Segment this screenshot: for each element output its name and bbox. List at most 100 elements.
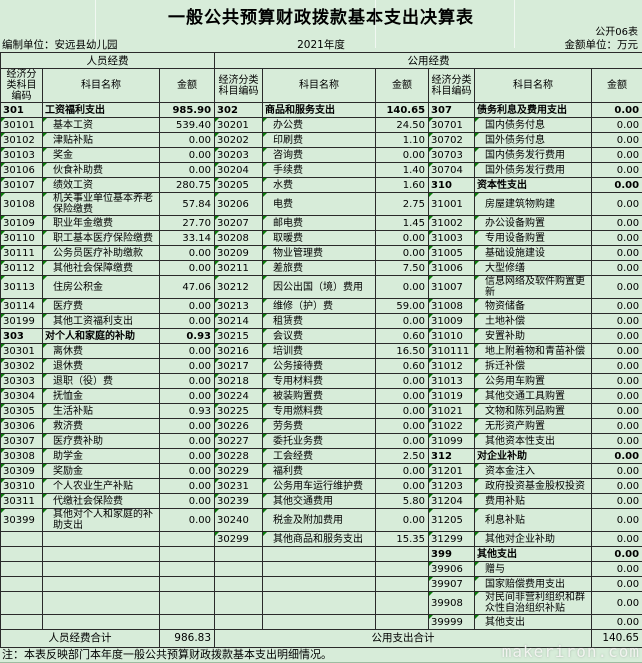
economic-class-code-cell [214, 576, 264, 592]
economic-class-code-cell [214, 614, 264, 630]
grid-ghost-line [514, 0, 515, 48]
subject-name-cell: 个人农业生产补贴 [42, 478, 160, 494]
amount-cell: 0.00 [375, 147, 430, 163]
subject-name-cell: 拆迁补偿 [474, 358, 593, 374]
amount-cell: 0.00 [591, 245, 642, 261]
amount-cell: 0.00 [375, 230, 430, 246]
amount-cell: 16.50 [375, 343, 430, 359]
economic-class-code-cell: 30299 [214, 531, 264, 547]
table-row: 30304 抚恤金 0.00 30224 被装购置费 0.00 31019 其他交通工具购置 0… [0, 388, 642, 404]
subject-name-cell: 电费 [262, 192, 377, 216]
prepared-by-label: 编制单位：安远县幼儿园 [2, 39, 118, 51]
amount-cell: 0.00 [158, 298, 216, 314]
economic-class-code-cell [214, 561, 264, 577]
amount-cell [375, 576, 430, 592]
amount-cell: 0.00 [591, 433, 642, 449]
table-row: 30106 伙食补助费 0.00 30204 手续费 1.40 30704 国外债务发行费用 0… [0, 162, 642, 178]
amount-cell: 1.45 [375, 215, 430, 231]
economic-class-code-cell: 30107 [0, 177, 43, 193]
economic-class-code-cell [0, 614, 43, 630]
subject-name-cell: 物业管理费 [262, 245, 377, 261]
amount-cell: 0.00 [591, 147, 642, 163]
amount-cell: 0.00 [591, 463, 642, 479]
economic-class-code-cell: 307 [428, 102, 476, 118]
economic-class-code-cell: 31099 [428, 433, 476, 449]
column-header: 科目名称 [262, 68, 377, 103]
amount-cell: 0.00 [591, 117, 642, 133]
economic-class-code-cell: 30308 [0, 448, 43, 464]
economic-class-code-cell [0, 576, 43, 592]
amount-cell: 0.00 [158, 245, 216, 261]
table-row: 30199 其他工资福利支出 0.00 30214 租赁费 0.00 31009 土地补偿 0.… [0, 313, 642, 329]
amount-cell: 1.40 [375, 162, 430, 178]
subject-name-cell: 公务用车运行维护费 [262, 478, 377, 494]
amount-cell: 2.75 [375, 192, 430, 216]
economic-class-code-cell: 30226 [214, 418, 264, 434]
economic-class-code-cell: 30211 [214, 260, 264, 276]
subject-name-cell: 文物和陈列品购置 [474, 403, 593, 419]
subject-name-cell: 工资福利支出 [42, 102, 160, 118]
economic-class-code-cell: 31003 [428, 230, 476, 246]
subject-name-cell: 退休费 [42, 358, 160, 374]
subject-name-cell: 公务接待费 [262, 358, 377, 374]
amount-cell: 0.00 [375, 275, 430, 299]
amount-cell: 0.00 [158, 260, 216, 276]
economic-class-code-cell: 312 [428, 448, 476, 464]
table-row: 30399 其他对个人和家庭的补助支出 0.00 30240 税金及附加费用 0.00 31… [0, 508, 642, 532]
column-header: 金额 [591, 68, 642, 103]
amount-cell: 0.00 [158, 418, 216, 434]
economic-class-code-cell: 30701 [428, 117, 476, 133]
economic-class-code-cell: 30301 [0, 343, 43, 359]
economic-class-code-cell [0, 591, 43, 615]
subject-name-cell: 其他社会保障缴费 [42, 260, 160, 276]
column-header: 经济分类科目编码 [428, 68, 476, 103]
subject-name-cell: 其他工资福利支出 [42, 313, 160, 329]
table-row: 30102 津贴补贴 0.00 30202 印刷费 1.10 30702 国外债务付息 0.00 [0, 132, 642, 148]
economic-class-code-cell: 30305 [0, 403, 43, 419]
economic-class-code-cell: 30310 [0, 478, 43, 494]
amount-cell: 0.00 [375, 478, 430, 494]
subject-name-cell: 职业年金缴费 [42, 215, 160, 231]
amount-cell: 0.00 [158, 162, 216, 178]
economic-class-code-cell: 30103 [0, 147, 43, 163]
economic-class-code-cell: 30209 [214, 245, 264, 261]
column-header: 经济分类科目编码 [214, 68, 264, 103]
economic-class-code-cell: 30213 [214, 298, 264, 314]
economic-class-code-cell: 302 [214, 102, 264, 118]
amount-cell: 0.00 [591, 260, 642, 276]
economic-class-code-cell: 303 [0, 328, 43, 344]
economic-class-code-cell: 310 [428, 177, 476, 193]
economic-class-code-cell: 301 [0, 102, 43, 118]
economic-class-code-cell: 30303 [0, 373, 43, 389]
subject-name-cell: 安置补助 [474, 328, 593, 344]
amount-cell: 0.00 [591, 373, 642, 389]
table-row: 30108 机关事业单位基本养老保险缴费 57.84 30206 电费 2.75 31001… [0, 192, 642, 216]
subject-name-cell: 其他交通工具购置 [474, 388, 593, 404]
amount-cell: 0.00 [591, 448, 642, 464]
economic-class-code-cell: 30309 [0, 463, 43, 479]
subject-name-cell: 物资储备 [474, 298, 593, 314]
amount-cell: 0.00 [158, 358, 216, 374]
subject-name-cell: 邮电费 [262, 215, 377, 231]
economic-class-code-cell: 30102 [0, 132, 43, 148]
economic-class-code-cell: 30202 [214, 132, 264, 148]
subject-name-cell: 办公费 [262, 117, 377, 133]
table-row: 30103 奖金 0.00 30203 咨询费 0.00 30703 国内债务发行费用 0.00 [0, 147, 642, 163]
amount-cell: 0.00 [375, 313, 430, 329]
table-row: 30307 医疗费补助 0.00 30227 委托业务费 0.00 31099 其他资本性支出… [0, 433, 642, 449]
amount-cell: 47.06 [158, 275, 216, 299]
amount-cell: 0.00 [591, 215, 642, 231]
amount-cell: 0.00 [591, 177, 642, 193]
economic-class-code-cell: 30206 [214, 192, 264, 216]
table-row: 30112 其他社会保障缴费 0.00 30211 差旅费 7.50 31006 大型修缮 0.… [0, 260, 642, 276]
subject-name-cell: 其他交通费用 [262, 493, 377, 509]
watermark: makeriron.com [501, 642, 640, 661]
amount-cell: 0.00 [158, 147, 216, 163]
subject-name-cell: 水费 [262, 177, 377, 193]
grid-ghost-line [375, 0, 376, 48]
economic-class-code-cell [0, 531, 43, 547]
subject-name-cell [42, 546, 160, 562]
group-header-personnel: 人员经费 [0, 52, 216, 69]
amount-cell: 0.00 [158, 478, 216, 494]
amount-cell [158, 576, 216, 592]
